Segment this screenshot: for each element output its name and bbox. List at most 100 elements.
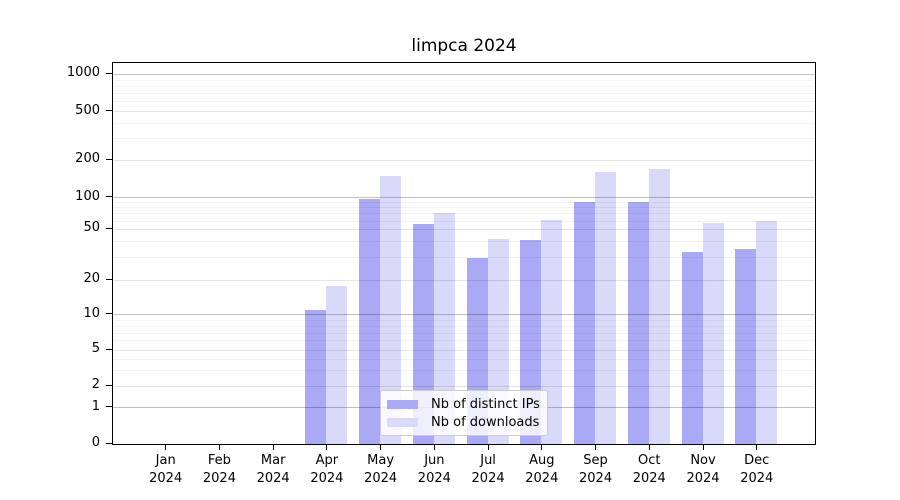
- x-tick-label-may: May 2024: [353, 452, 409, 488]
- y-tick-label-1: 1: [91, 398, 100, 414]
- gridline: [113, 101, 815, 103]
- chart-title: limpca 2024: [411, 36, 517, 56]
- x-tick-label-aug: Aug 2024: [514, 452, 570, 488]
- gridline: [113, 358, 815, 360]
- gridline: [113, 228, 815, 230]
- gridline: [113, 93, 815, 95]
- gridline: [113, 349, 815, 351]
- bar-nov-distinct-ips: [681, 252, 703, 444]
- y-tick-label-200: 200: [75, 151, 100, 167]
- bar-sep-distinct-ips: [574, 201, 596, 444]
- gridline: [113, 340, 815, 342]
- y-tick-mark: [106, 72, 113, 74]
- x-tick-year: 2024: [256, 471, 290, 486]
- x-tick-month: Nov: [690, 453, 716, 468]
- bar-dec-downloads: [756, 221, 778, 444]
- x-tick-month: Mar: [260, 453, 286, 468]
- legend-swatch-downloads: [387, 417, 418, 427]
- x-tick-month: Jan: [155, 453, 176, 468]
- x-tick-year: 2024: [417, 471, 451, 486]
- bar-may-downloads: [380, 175, 402, 444]
- y-tick-label-5: 5: [91, 341, 100, 357]
- x-tick-mark: [165, 444, 167, 450]
- x-tick-month: Dec: [744, 453, 770, 468]
- legend-item-distinct-ips: Nb of distinct IPs: [387, 396, 540, 412]
- x-tick-month: Aug: [529, 453, 555, 468]
- bar-oct-downloads: [648, 169, 670, 444]
- x-tick-month: Oct: [638, 453, 661, 468]
- x-tick-label-feb: Feb 2024: [191, 452, 247, 488]
- gridline: [113, 111, 815, 113]
- legend-swatch-distinct-ips: [387, 399, 418, 409]
- y-tick-mark: [106, 110, 113, 112]
- gridline: [113, 241, 815, 243]
- x-tick-mark: [218, 444, 220, 450]
- gridline: [113, 159, 815, 161]
- x-tick-year: 2024: [471, 471, 505, 486]
- x-tick-label-dec: Dec 2024: [729, 452, 785, 488]
- bar-apr-downloads: [326, 285, 348, 444]
- gridline: [113, 213, 815, 215]
- x-tick-label-oct: Oct 2024: [621, 452, 677, 488]
- bar-dec-distinct-ips: [735, 249, 757, 444]
- gridline: [113, 369, 815, 371]
- x-tick-mark: [380, 444, 382, 450]
- y-tick-label-20: 20: [83, 271, 100, 287]
- gridline: [113, 319, 815, 321]
- x-tick-month: Apr: [315, 453, 339, 468]
- y-tick-mark: [106, 348, 113, 350]
- gridline: [113, 207, 815, 209]
- y-tick-mark: [106, 278, 113, 280]
- x-tick-label-jul: Jul 2024: [460, 452, 516, 488]
- x-tick-label-nov: Nov 2024: [675, 452, 731, 488]
- x-tick-mark: [702, 444, 704, 450]
- x-tick-mark: [326, 444, 328, 450]
- gridline: [113, 85, 815, 87]
- y-tick-mark: [106, 313, 113, 315]
- y-tick-label-1000: 1000: [66, 65, 100, 81]
- x-tick-label-sep: Sep 2024: [568, 452, 624, 488]
- gridline: [113, 325, 815, 327]
- bar-nov-downloads: [702, 223, 724, 444]
- x-tick-month: May: [367, 453, 395, 468]
- y-tick-mark: [106, 158, 113, 160]
- x-tick-year: 2024: [310, 471, 344, 486]
- x-tick-month: Jun: [424, 453, 445, 468]
- gridline: [113, 138, 815, 140]
- y-tick-mark: [106, 442, 113, 444]
- x-tick-mark: [272, 444, 274, 450]
- y-tick-label-50: 50: [83, 220, 100, 236]
- x-tick-mark: [487, 444, 489, 450]
- gridline: [113, 197, 815, 199]
- legend: Nb of distinct IPs Nb of downloads: [380, 390, 548, 436]
- gridline: [113, 332, 815, 334]
- x-tick-year: 2024: [740, 471, 774, 486]
- x-tick-label-jun: Jun 2024: [406, 452, 462, 488]
- y-tick-mark: [106, 406, 113, 408]
- x-tick-mark: [595, 444, 597, 450]
- legend-label-downloads: Nb of downloads: [431, 414, 540, 430]
- y-tick-label-0: 0: [91, 435, 100, 450]
- x-tick-year: 2024: [579, 471, 613, 486]
- y-tick-label-100: 100: [75, 188, 100, 204]
- gridline: [113, 79, 815, 81]
- bar-may-distinct-ips: [359, 199, 381, 444]
- bar-aug-downloads: [541, 220, 563, 444]
- legend-label-distinct-ips: Nb of distinct IPs: [431, 396, 540, 412]
- x-tick-mark: [756, 444, 758, 450]
- x-tick-mark: [648, 444, 650, 450]
- y-tick-label-2: 2: [91, 377, 100, 392]
- x-tick-label-jan: Jan 2024: [138, 452, 194, 488]
- y-tick-mark: [106, 384, 113, 386]
- x-tick-year: 2024: [632, 471, 666, 486]
- gridline: [113, 279, 815, 281]
- gridline: [113, 220, 815, 222]
- bar-apr-distinct-ips: [305, 309, 327, 444]
- y-tick-label-10: 10: [83, 305, 100, 321]
- y-tick-mark: [106, 227, 113, 229]
- gridline: [113, 73, 815, 75]
- bar-oct-distinct-ips: [627, 201, 649, 444]
- gridline: [113, 385, 815, 387]
- plot-area: Nb of distinct IPs Nb of downloads: [112, 62, 816, 445]
